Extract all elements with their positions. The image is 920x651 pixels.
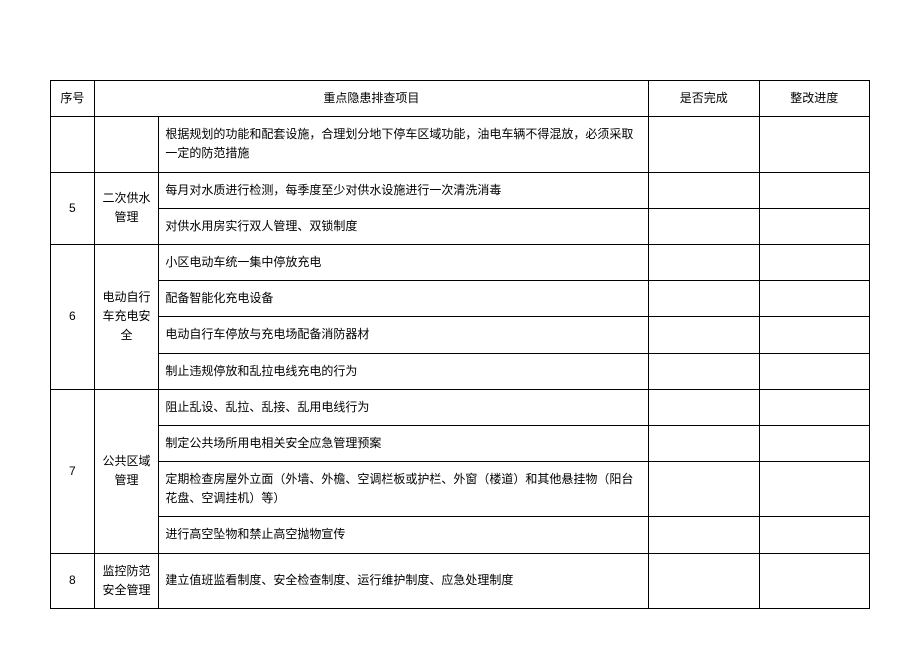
cell-progress bbox=[759, 208, 869, 244]
cell-item: 建立值班监看制度、安全检查制度、运行维护制度、应急处理制度 bbox=[159, 553, 649, 608]
table-row: 配备智能化充电设备 bbox=[51, 281, 870, 317]
cell-done bbox=[649, 517, 759, 553]
cell-progress bbox=[759, 553, 869, 608]
cell-progress bbox=[759, 172, 869, 208]
cell-seq bbox=[51, 117, 95, 172]
cell-progress bbox=[759, 425, 869, 461]
table-row: 电动自行车停放与充电场配备消防器材 bbox=[51, 317, 870, 353]
cell-item: 阻止乱设、乱拉、乱接、乱用电线行为 bbox=[159, 389, 649, 425]
cell-progress bbox=[759, 353, 869, 389]
cell-done bbox=[649, 553, 759, 608]
cell-done bbox=[649, 244, 759, 280]
cell-item: 制止违规停放和乱拉电线充电的行为 bbox=[159, 353, 649, 389]
cell-item: 配备智能化充电设备 bbox=[159, 281, 649, 317]
cell-done bbox=[649, 425, 759, 461]
cell-item: 制定公共场所用电相关安全应急管理预案 bbox=[159, 425, 649, 461]
table-row: 8 监控防范安全管理 建立值班监看制度、安全检查制度、运行维护制度、应急处理制度 bbox=[51, 553, 870, 608]
header-progress: 整改进度 bbox=[759, 81, 869, 117]
table-row: 定期检查房屋外立面（外墙、外檐、空调栏板或护栏、外窗（楼道）和其他悬挂物（阳台花… bbox=[51, 462, 870, 517]
table-row: 根据规划的功能和配套设施，合理划分地下停车区域功能，油电车辆不得混放，必须采取一… bbox=[51, 117, 870, 172]
table-row: 进行高空坠物和禁止高空抛物宣传 bbox=[51, 517, 870, 553]
cell-item: 电动自行车停放与充电场配备消防器材 bbox=[159, 317, 649, 353]
cell-progress bbox=[759, 281, 869, 317]
cell-cat: 公共区域管理 bbox=[94, 389, 159, 553]
table-row: 5 二次供水管理 每月对水质进行检测，每季度至少对供水设施进行一次清洗消毒 bbox=[51, 172, 870, 208]
cell-done bbox=[649, 353, 759, 389]
table-row: 7 公共区域管理 阻止乱设、乱拉、乱接、乱用电线行为 bbox=[51, 389, 870, 425]
cell-seq: 8 bbox=[51, 553, 95, 608]
cell-progress bbox=[759, 317, 869, 353]
cell-progress bbox=[759, 244, 869, 280]
cell-done bbox=[649, 317, 759, 353]
cell-done bbox=[649, 281, 759, 317]
cell-cat bbox=[94, 117, 159, 172]
cell-item: 小区电动车统一集中停放充电 bbox=[159, 244, 649, 280]
cell-cat: 电动自行车充电安全 bbox=[94, 244, 159, 389]
table-header-row: 序号 重点隐患排查项目 是否完成 整改进度 bbox=[51, 81, 870, 117]
header-done: 是否完成 bbox=[649, 81, 759, 117]
cell-done bbox=[649, 462, 759, 517]
cell-item: 根据规划的功能和配套设施，合理划分地下停车区域功能，油电车辆不得混放，必须采取一… bbox=[159, 117, 649, 172]
cell-item: 定期检查房屋外立面（外墙、外檐、空调栏板或护栏、外窗（楼道）和其他悬挂物（阳台花… bbox=[159, 462, 649, 517]
cell-cat: 监控防范安全管理 bbox=[94, 553, 159, 608]
header-item: 重点隐患排查项目 bbox=[94, 81, 648, 117]
cell-seq: 5 bbox=[51, 172, 95, 244]
cell-item: 每月对水质进行检测，每季度至少对供水设施进行一次清洗消毒 bbox=[159, 172, 649, 208]
cell-seq: 6 bbox=[51, 244, 95, 389]
table-row: 对供水用房实行双人管理、双锁制度 bbox=[51, 208, 870, 244]
cell-progress bbox=[759, 517, 869, 553]
cell-done bbox=[649, 208, 759, 244]
cell-progress bbox=[759, 117, 869, 172]
header-seq: 序号 bbox=[51, 81, 95, 117]
inspection-table: 序号 重点隐患排查项目 是否完成 整改进度 根据规划的功能和配套设施，合理划分地… bbox=[50, 80, 870, 609]
cell-done bbox=[649, 172, 759, 208]
cell-done bbox=[649, 389, 759, 425]
cell-progress bbox=[759, 462, 869, 517]
table-row: 制止违规停放和乱拉电线充电的行为 bbox=[51, 353, 870, 389]
cell-seq: 7 bbox=[51, 389, 95, 553]
cell-item: 进行高空坠物和禁止高空抛物宣传 bbox=[159, 517, 649, 553]
cell-progress bbox=[759, 389, 869, 425]
table-row: 制定公共场所用电相关安全应急管理预案 bbox=[51, 425, 870, 461]
table-row: 6 电动自行车充电安全 小区电动车统一集中停放充电 bbox=[51, 244, 870, 280]
cell-done bbox=[649, 117, 759, 172]
cell-cat: 二次供水管理 bbox=[94, 172, 159, 244]
cell-item: 对供水用房实行双人管理、双锁制度 bbox=[159, 208, 649, 244]
